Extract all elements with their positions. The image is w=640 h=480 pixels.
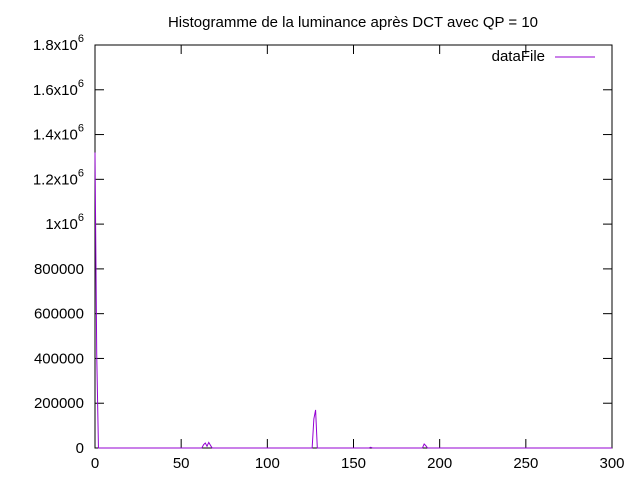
- data-point: [317, 448, 318, 449]
- x-tick-label: 50: [173, 455, 190, 472]
- x-tick-label: 300: [599, 455, 624, 472]
- y-tick-label-base: 0: [76, 440, 84, 457]
- data-point: [212, 448, 213, 449]
- y-tick-label-base: 800000: [34, 261, 84, 278]
- legend: dataFile: [492, 48, 595, 65]
- legend-entry-label: dataFile: [492, 48, 545, 65]
- y-tick-label: 600000: [34, 306, 84, 323]
- y-axis: 02000004000006000008000001x1061.2x1061.4…: [33, 33, 612, 457]
- x-tick-label: 150: [341, 455, 366, 472]
- y-tick-label: 1.4x106: [33, 123, 84, 144]
- y-tick-label-base: 1.8x10: [33, 37, 78, 54]
- y-tick-label: 400000: [34, 350, 84, 367]
- data-point: [96, 353, 97, 354]
- y-tick-label-base: 1x10: [45, 216, 78, 233]
- y-tick-label-base: 400000: [34, 350, 84, 367]
- data-point: [425, 445, 426, 446]
- data-point: [210, 445, 211, 446]
- x-axis: 0 50 100 150 200 250 300: [91, 45, 625, 472]
- data-point: [612, 448, 613, 449]
- data-point: [370, 447, 371, 448]
- data-point: [207, 446, 208, 447]
- y-tick-label: 1x106: [45, 212, 84, 233]
- y-tick-label-base: 200000: [34, 395, 84, 412]
- chart-title: Histogramme de la luminance après DCT av…: [168, 14, 538, 31]
- y-tick-label-exponent: 6: [78, 78, 84, 90]
- data-point: [427, 448, 428, 449]
- data-point: [95, 152, 96, 153]
- x-tick-label: 100: [255, 455, 280, 472]
- y-tick-label: 0: [76, 440, 84, 457]
- data-point: [369, 448, 370, 449]
- y-tick-label: 800000: [34, 261, 84, 278]
- data-point: [208, 442, 209, 443]
- y-tick-label-base: 600000: [34, 306, 84, 323]
- y-tick-label-base: 1.2x10: [33, 171, 78, 188]
- series-layer: [94, 152, 613, 449]
- y-tick-label-exponent: 6: [78, 123, 84, 135]
- plot-frame: [94, 44, 613, 449]
- data-point: [203, 444, 204, 445]
- x-tick-label: 250: [513, 455, 538, 472]
- data-point: [372, 448, 373, 449]
- data-point: [312, 448, 313, 449]
- data-point: [424, 443, 425, 444]
- y-tick-label-base: 1.6x10: [33, 82, 78, 99]
- y-tick-label-base: 1.4x10: [33, 127, 78, 144]
- y-tick-label-exponent: 6: [78, 212, 84, 224]
- x-tick-label: 0: [91, 455, 99, 472]
- data-point: [422, 448, 423, 449]
- data-point: [315, 409, 316, 410]
- y-tick-label: 200000: [34, 395, 84, 412]
- data-point: [201, 448, 202, 449]
- y-tick-label-exponent: 6: [78, 167, 84, 179]
- y-tick-label-exponent: 6: [78, 33, 84, 45]
- data-point: [313, 418, 314, 419]
- y-tick-label: 1.2x106: [33, 167, 84, 188]
- y-tick-label: 1.6x106: [33, 78, 84, 99]
- series-line-dataFile: [94, 152, 612, 449]
- x-tick-label: 200: [427, 455, 452, 472]
- data-point: [205, 443, 206, 444]
- y-tick-label: 1.8x106: [33, 33, 84, 54]
- data-point: [98, 448, 99, 449]
